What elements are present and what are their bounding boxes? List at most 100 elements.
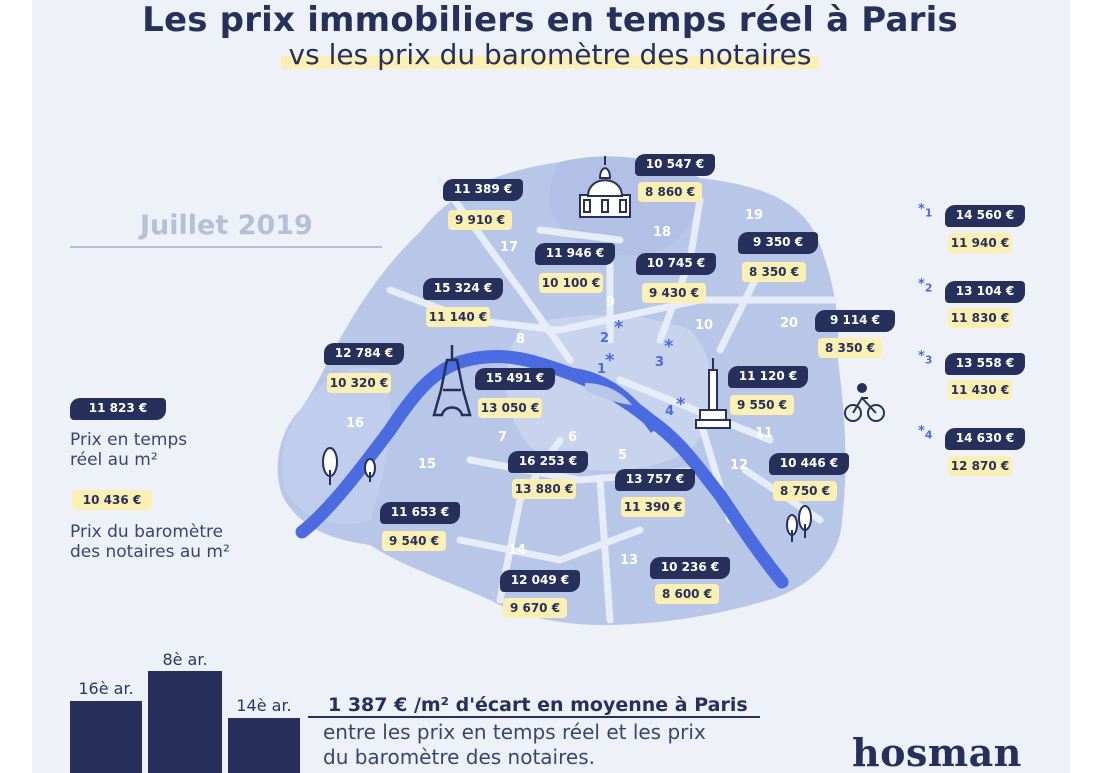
side-marker-number-1: 1 xyxy=(924,206,933,220)
realtime-tag-10: 10 745 € xyxy=(636,253,716,275)
map-star-markers: * * * * xyxy=(605,317,686,415)
realtime-tag-16: 12 784 € xyxy=(324,343,404,365)
bar-label-16: 16è ar. xyxy=(78,679,134,698)
realtime-tag-11: 11 120 € xyxy=(728,366,808,388)
realtime-tag-9: 11 946 € xyxy=(535,243,615,265)
realtime-tag-3: 13 558 € xyxy=(945,353,1025,375)
realtime-tag-6: 16 253 € xyxy=(508,451,588,473)
realtime-tag-1: 14 560 € xyxy=(945,205,1025,227)
central-numbers: 2 1 3 4 xyxy=(597,331,674,419)
bar-label-14: 14è ar. xyxy=(236,696,292,715)
eiffel-tower-icon xyxy=(432,345,472,417)
arr-number-8: 8 xyxy=(516,332,525,347)
gap-description-line1: entre les prix en temps réel et les prix xyxy=(323,720,706,744)
star-marker-3: * xyxy=(664,336,674,357)
bar-8 xyxy=(148,671,222,773)
main-title: Les prix immobiliers en temps réel à Par… xyxy=(142,0,958,40)
notary-tag-7: 13 050 € xyxy=(478,398,542,418)
notary-tag-10: 9 430 € xyxy=(642,283,706,303)
notary-tag-19: 8 350 € xyxy=(742,262,806,282)
notary-tag-18: 8 860 € xyxy=(638,182,702,202)
realtime-tag-17: 11 389 € xyxy=(443,179,523,201)
side-marker-number-4: 4 xyxy=(924,428,933,442)
legend-realtime-label: Prix en temps réel au m² xyxy=(70,430,187,470)
arr-number-6: 6 xyxy=(568,430,577,445)
arrondissement-numbers: 17 18 19 8 9 10 20 16 7 6 5 11 12 15 14 … xyxy=(346,208,798,568)
arr-number-1: 1 xyxy=(597,362,606,377)
realtime-tag-15: 11 653 € xyxy=(380,502,460,524)
subtitle-wrapper: vs les prix du baromètre des notaires xyxy=(0,38,1100,71)
side-marker-star-3: * xyxy=(918,349,925,364)
arr-number-9: 9 xyxy=(606,295,615,310)
arr-number-20: 20 xyxy=(780,316,798,331)
arr-number-12: 12 xyxy=(730,458,748,473)
bicycle-icon xyxy=(844,383,885,422)
side-marker-star-2: * xyxy=(918,277,925,292)
subtitle: vs les prix du baromètre des notaires xyxy=(280,38,820,71)
realtime-tag-7: 15 491 € xyxy=(475,368,555,390)
arr-number-19: 19 xyxy=(745,208,763,223)
arr-number-10: 10 xyxy=(695,318,713,333)
legend-realtime-line2: réel au m² xyxy=(70,450,158,470)
bar-16 xyxy=(70,701,142,773)
notary-tag-5: 11 390 € xyxy=(621,497,685,517)
side-marker-number-2: 2 xyxy=(924,281,933,295)
bar-14 xyxy=(228,718,300,773)
arr-number-15: 15 xyxy=(418,457,436,472)
notary-tag-16: 10 320 € xyxy=(327,373,391,393)
notary-tag-8: 11 140 € xyxy=(426,307,490,327)
arr-number-14: 14 xyxy=(508,543,526,558)
gap-underline xyxy=(308,716,760,718)
star-marker-1: * xyxy=(605,350,615,371)
realtime-tag-2: 13 104 € xyxy=(945,281,1025,303)
realtime-tag-20: 9 114 € xyxy=(815,310,895,332)
legend-notary-line1: Prix du baromètre xyxy=(70,522,224,542)
seine-river xyxy=(295,350,789,589)
gap-description: entre les prix en temps réel et les prix… xyxy=(323,720,763,770)
notary-tag-20: 8 350 € xyxy=(818,338,882,358)
arr-number-18: 18 xyxy=(653,225,671,240)
notary-tag-17: 9 910 € xyxy=(448,210,512,230)
sacre-coeur-icon xyxy=(579,156,631,218)
legend-notary-line2: des notaires au m² xyxy=(70,542,230,562)
legend-realtime-line1: Prix en temps xyxy=(70,430,188,450)
side-marker-star-4: * xyxy=(918,424,925,439)
arr-number-16: 16 xyxy=(346,416,364,431)
arr-number-7: 7 xyxy=(498,430,507,445)
date-label: Juillet 2019 xyxy=(140,210,313,241)
district-west xyxy=(282,367,391,524)
bastille-column-icon xyxy=(695,358,731,429)
realtime-tag-8: 15 324 € xyxy=(423,278,503,300)
notary-tag-12: 8 750 € xyxy=(773,481,837,501)
realtime-tag-5: 13 757 € xyxy=(615,469,695,491)
legend-realtime-tag: 11 823 € xyxy=(70,398,166,420)
notary-tag-11: 9 550 € xyxy=(730,395,794,415)
realtime-tag-14: 12 049 € xyxy=(500,570,580,592)
star-marker-2: * xyxy=(614,317,624,338)
notary-tag-15: 9 540 € xyxy=(382,531,446,551)
realtime-tag-18: 10 547 € xyxy=(635,154,715,176)
arr-number-11: 11 xyxy=(755,426,773,441)
realtime-tag-12: 10 446 € xyxy=(769,453,849,475)
side-marker-1: *1 xyxy=(918,202,932,220)
side-marker-3: *3 xyxy=(918,349,932,367)
notary-tag-3: 11 430 € xyxy=(948,380,1012,400)
date-underline xyxy=(70,246,382,248)
hosman-logo: hosman xyxy=(852,730,1022,773)
star-marker-4: * xyxy=(676,394,686,415)
arr-number-2: 2 xyxy=(600,331,609,346)
bar-label-8: 8è ar. xyxy=(162,650,208,669)
notary-tag-13: 8 600 € xyxy=(655,584,719,604)
legend-notary-tag: 10 436 € xyxy=(72,490,152,510)
notary-tag-1: 11 940 € xyxy=(948,233,1012,253)
arr-number-3: 3 xyxy=(655,355,664,370)
arr-number-5: 5 xyxy=(618,448,627,463)
gap-description-line2: du baromètre des notaires. xyxy=(323,745,595,769)
side-marker-2: *2 xyxy=(918,277,932,295)
arr-number-17: 17 xyxy=(500,240,518,255)
side-marker-number-3: 3 xyxy=(924,353,933,367)
arr-number-13: 13 xyxy=(620,553,638,568)
notary-tag-14: 9 670 € xyxy=(503,598,567,618)
realtime-tag-4: 14 630 € xyxy=(945,428,1025,450)
